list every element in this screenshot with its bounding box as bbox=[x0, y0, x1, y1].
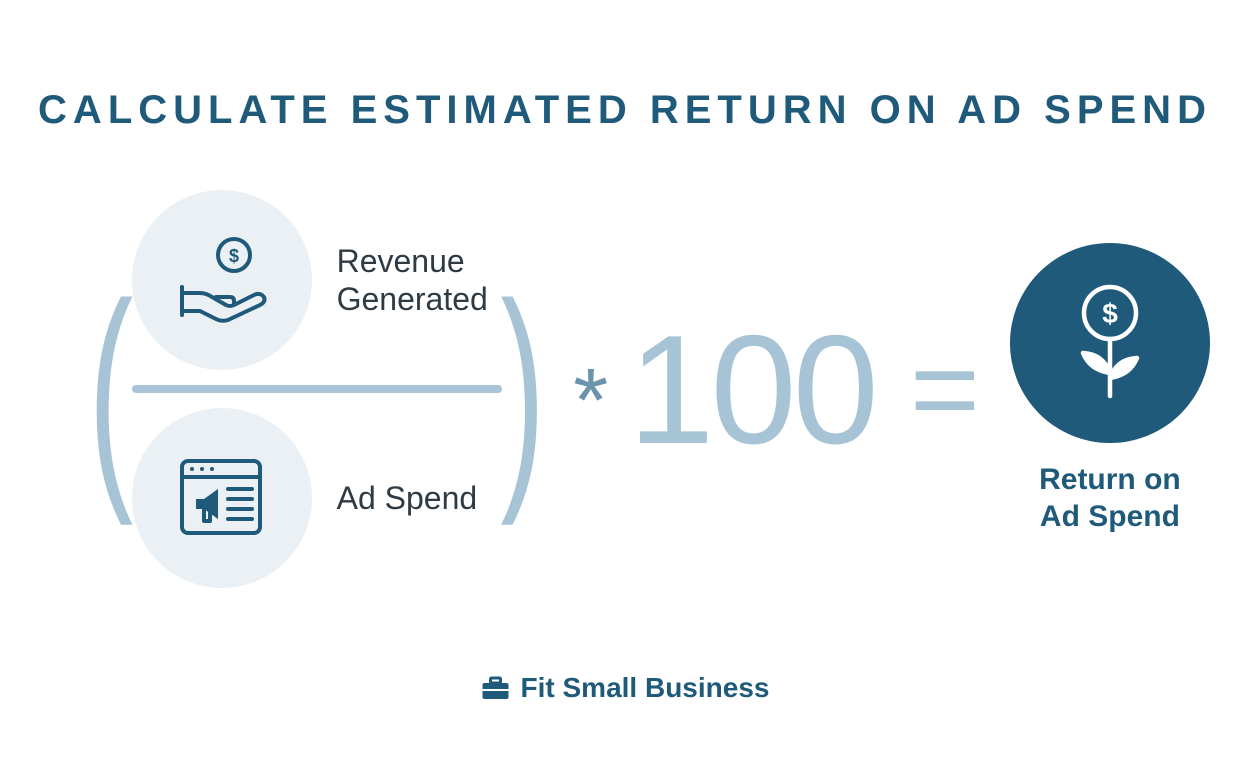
denominator-row: Ad Spend bbox=[132, 408, 502, 588]
paren-right: ) bbox=[500, 267, 545, 512]
multiplier-value: 100 bbox=[628, 312, 875, 467]
paren-left: ( bbox=[88, 267, 133, 512]
numerator-row: $ Revenue Generated bbox=[132, 190, 502, 370]
numerator-label: Revenue Generated bbox=[337, 242, 488, 319]
formula-container: ( $ Revenue Generated bbox=[70, 190, 1180, 588]
result-block: $ Return on Ad Spend bbox=[1010, 243, 1210, 536]
result-label: Return on Ad Spend bbox=[1039, 461, 1181, 536]
adspend-circle bbox=[132, 408, 312, 588]
revenue-circle: $ bbox=[132, 190, 312, 370]
browser-megaphone-icon bbox=[174, 451, 269, 546]
money-plant-icon: $ bbox=[1055, 278, 1165, 408]
operators: * 100 = bbox=[573, 312, 980, 467]
denominator-label: Ad Spend bbox=[337, 479, 478, 517]
briefcase-icon bbox=[481, 675, 511, 701]
multiply-operator: * bbox=[573, 356, 608, 446]
footer-brand: Fit Small Business bbox=[481, 672, 770, 704]
page-title: CALCULATE ESTIMATED RETURN ON AD SPEND bbox=[38, 88, 1212, 133]
equals-operator: = bbox=[910, 329, 980, 449]
hand-coin-icon: $ bbox=[172, 235, 272, 325]
fraction: $ Revenue Generated bbox=[132, 190, 502, 588]
svg-text:$: $ bbox=[229, 246, 239, 266]
result-circle: $ bbox=[1010, 243, 1210, 443]
svg-text:$: $ bbox=[1102, 298, 1118, 329]
footer-text: Fit Small Business bbox=[521, 672, 770, 704]
fraction-divider bbox=[132, 385, 502, 393]
